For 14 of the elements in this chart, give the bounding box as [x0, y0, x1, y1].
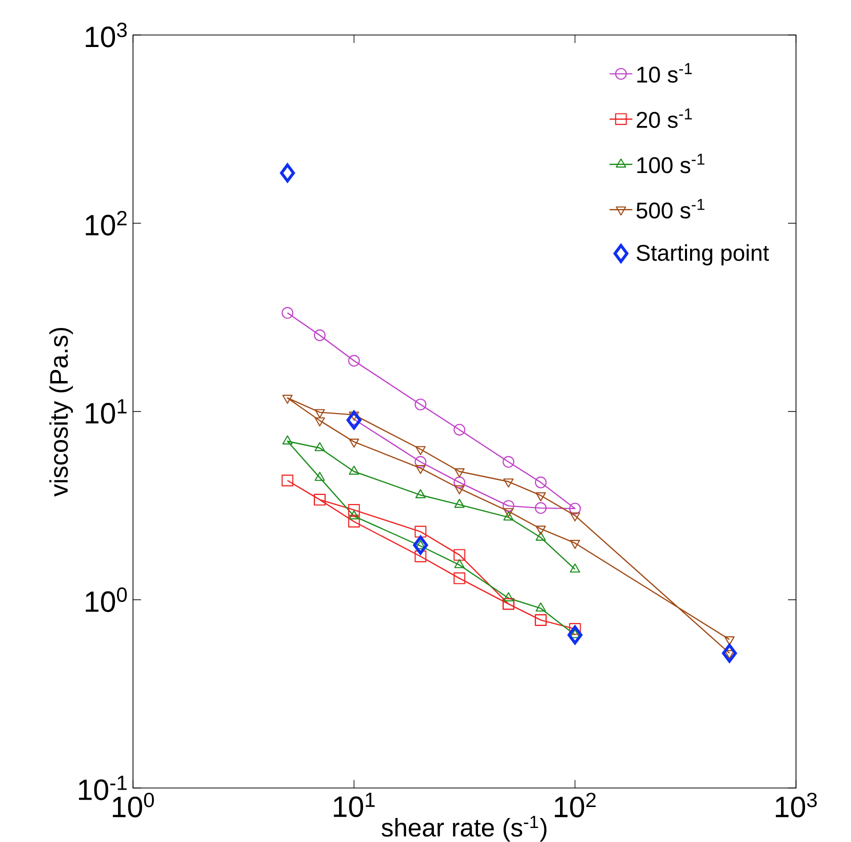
- x-axis-title: shear rate (s$^{-1}$): [382, 816, 546, 842]
- y-tick-label: 10$^{2}$: [86, 210, 127, 236]
- x-tick-label: 10$^{1}$: [334, 792, 375, 818]
- y-tick-label: 10$^{0}$: [86, 587, 127, 612]
- x-tick-label: 10$^{2}$: [554, 792, 596, 818]
- y-axis-title: viscosity (Pa.s): [49, 328, 73, 497]
- y-tick-label: 10$^{3}$: [86, 22, 127, 48]
- x-tick-label: 10$^{3}$: [776, 792, 817, 818]
- legend-label: 10 s$^{-1}$: [637, 63, 692, 83]
- legend-label: Starting point: [636, 244, 769, 266]
- y-tick-label: 10$^{1}$: [86, 399, 127, 424]
- legend-label: 20 s$^{-1}$: [636, 108, 692, 128]
- legend-label: 500 s$^{-1}$: [636, 199, 704, 219]
- legend-label: 100 s$^{-1}$: [637, 154, 704, 174]
